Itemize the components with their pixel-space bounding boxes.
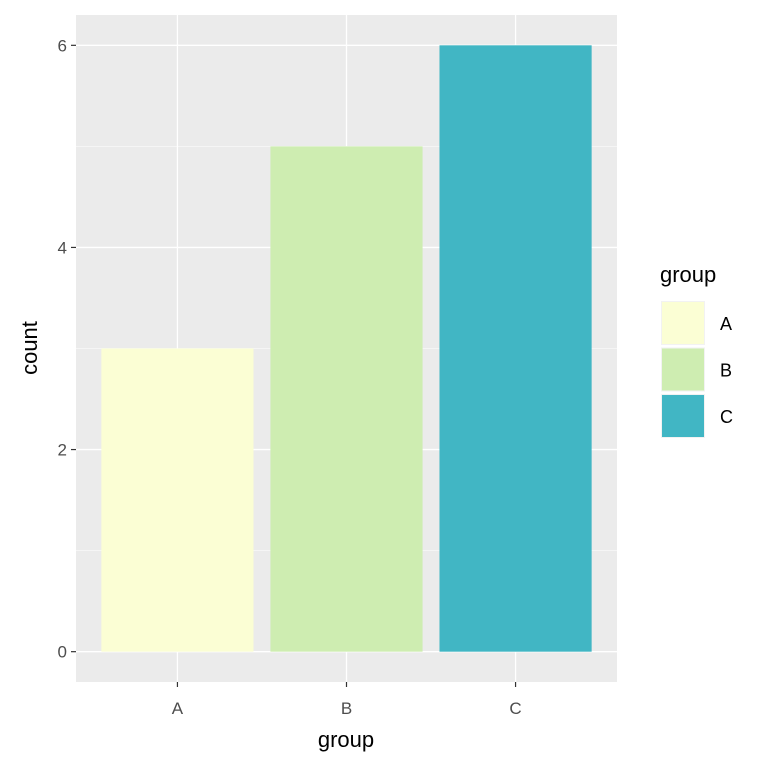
y-tick-label: 2 bbox=[58, 441, 67, 460]
y-axis-ticks: 0 2 4 6 bbox=[58, 36, 76, 662]
x-axis-title: group bbox=[318, 727, 374, 752]
bar-c bbox=[439, 45, 592, 652]
bars bbox=[101, 45, 592, 652]
legend-swatch-c bbox=[662, 395, 704, 437]
x-tick-label: C bbox=[509, 699, 521, 718]
legend: group A B C bbox=[660, 262, 733, 438]
y-axis-title: count bbox=[17, 321, 42, 375]
legend-swatch-b bbox=[662, 348, 704, 391]
bar-b bbox=[270, 146, 423, 652]
y-tick-label: 0 bbox=[58, 643, 67, 662]
y-tick-label: 4 bbox=[58, 238, 67, 257]
x-tick-label: A bbox=[172, 699, 184, 718]
legend-label-a: A bbox=[720, 314, 732, 334]
x-tick-label: B bbox=[341, 699, 352, 718]
legend-label-b: B bbox=[720, 361, 732, 381]
legend-title: group bbox=[660, 262, 716, 287]
legend-items: A B C bbox=[661, 301, 733, 438]
legend-label-c: C bbox=[720, 407, 733, 427]
x-axis-ticks: A B C bbox=[172, 682, 522, 718]
y-tick-label: 6 bbox=[58, 36, 67, 55]
bar-a bbox=[101, 348, 254, 652]
legend-swatch-a bbox=[662, 302, 704, 344]
